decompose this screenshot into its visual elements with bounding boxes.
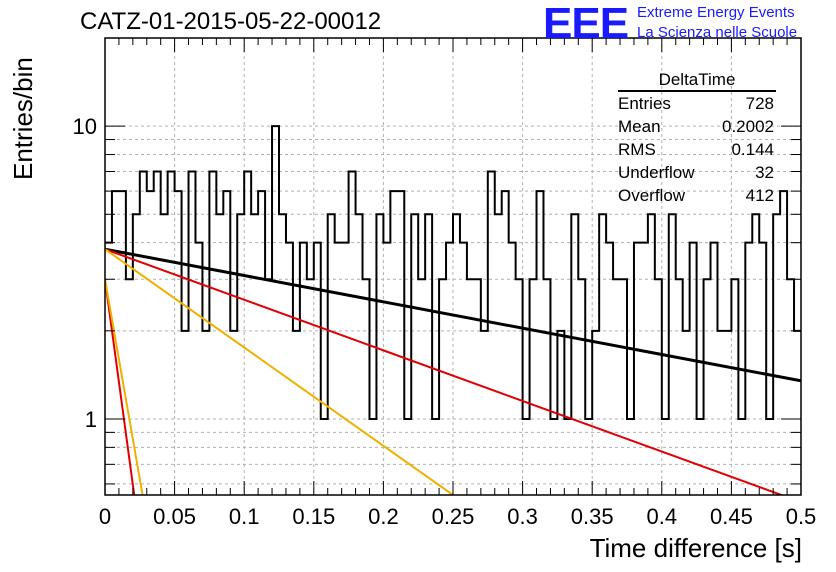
x-tick-label: 0.3 bbox=[507, 504, 538, 529]
x-axis-label: Time difference [s] bbox=[589, 533, 802, 563]
chart-title: CATZ-01-2015-05-22-00012 bbox=[80, 8, 382, 35]
stats-label: Mean bbox=[618, 117, 661, 136]
x-tick-label: 0.25 bbox=[432, 504, 475, 529]
histogram-outline bbox=[105, 125, 801, 420]
stats-label: Entries bbox=[618, 94, 671, 113]
logo-line-1: Extreme Energy Events bbox=[637, 4, 795, 21]
stats-label: RMS bbox=[618, 140, 656, 159]
stats-value: 32 bbox=[755, 163, 774, 182]
fit-line bbox=[105, 248, 454, 495]
fit-line bbox=[105, 279, 144, 495]
y-tick-label: 1 bbox=[85, 407, 97, 432]
stats-label: Underflow bbox=[618, 163, 695, 182]
x-tick-label: 0.35 bbox=[571, 504, 614, 529]
fit-line bbox=[105, 279, 136, 495]
stats-box: DeltaTime Entries 728 Mean 0.2002 RMS 0.… bbox=[612, 70, 780, 207]
stats-title: DeltaTime bbox=[618, 70, 776, 92]
y-tick-label: 10 bbox=[73, 114, 97, 139]
stats-value: 0.2002 bbox=[722, 117, 774, 136]
eee-logo: EEE bbox=[543, 0, 629, 48]
y-axis-label: Entries/bin bbox=[8, 57, 38, 180]
x-tick-label: 0.15 bbox=[292, 504, 335, 529]
stats-row-entries: Entries 728 bbox=[612, 92, 780, 115]
stats-row-underflow: Underflow 32 bbox=[612, 161, 780, 184]
x-tick-label: 0.45 bbox=[710, 504, 753, 529]
x-tick-label: 0 bbox=[99, 504, 111, 529]
stats-value: 412 bbox=[745, 186, 774, 205]
fit-line bbox=[105, 248, 785, 495]
x-tick-label: 0.5 bbox=[786, 504, 817, 529]
stats-row-overflow: Overflow 412 bbox=[612, 184, 780, 207]
x-tick-label: 0.1 bbox=[229, 504, 260, 529]
stats-value: 0.144 bbox=[731, 140, 774, 159]
fit-line bbox=[105, 247, 801, 383]
x-tick-label: 0.4 bbox=[647, 504, 678, 529]
stats-row-mean: Mean 0.2002 bbox=[612, 115, 780, 138]
x-tick-label: 0.05 bbox=[153, 504, 196, 529]
stats-row-rms: RMS 0.144 bbox=[612, 138, 780, 161]
stats-label: Overflow bbox=[618, 186, 686, 205]
stats-value: 728 bbox=[745, 94, 774, 113]
logo-line-2: La Scienza nelle Scuole bbox=[637, 24, 798, 41]
x-tick-label: 0.2 bbox=[368, 504, 399, 529]
